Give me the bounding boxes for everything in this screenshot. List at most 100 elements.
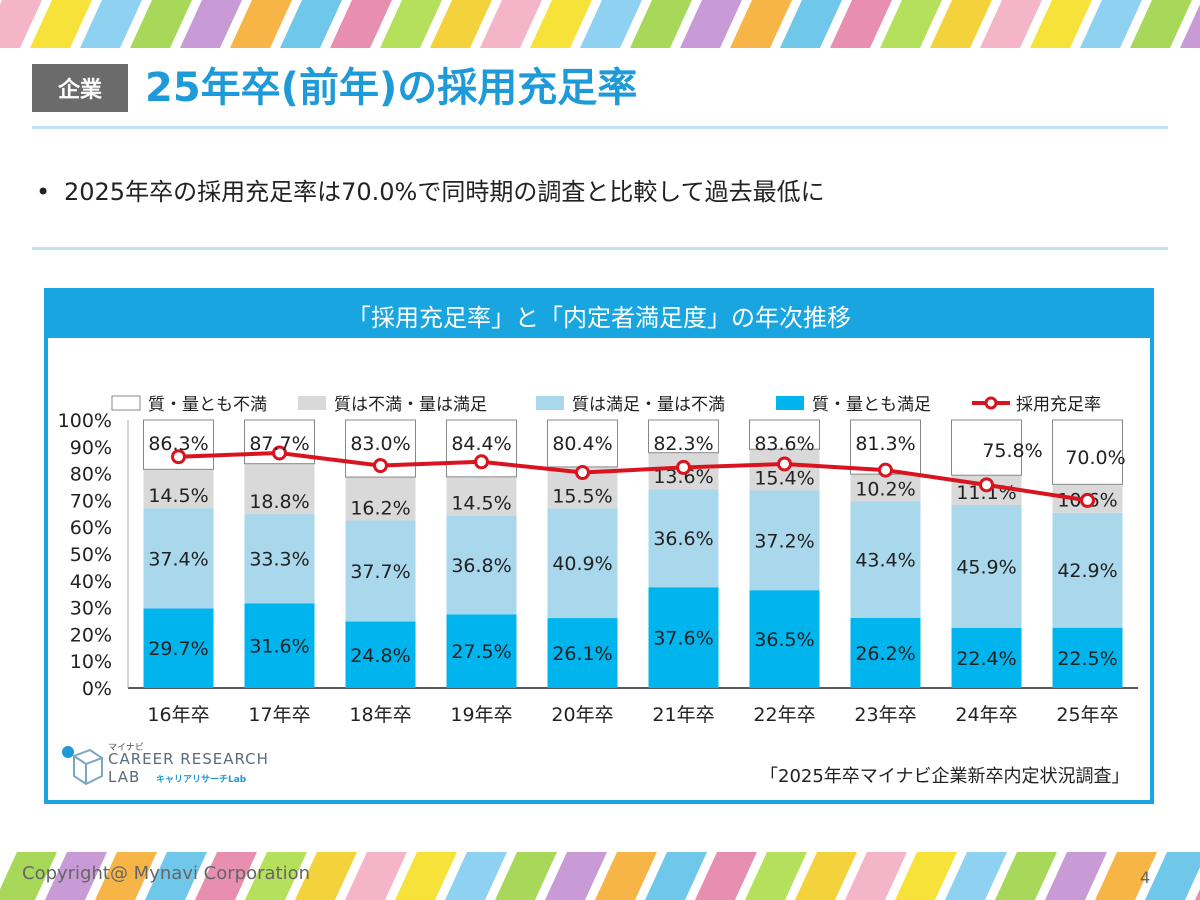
bullet-point: • 2025年卒の採用充足率は70.0%で同時期の調査と比較して過去最低に	[36, 172, 825, 207]
x-tick-label: 16年卒	[147, 704, 209, 726]
stripe-shape	[280, 0, 342, 48]
bullet-marker: •	[36, 178, 51, 206]
line-value-label: 70.0%	[1065, 447, 1125, 469]
lab-logo-icon	[62, 746, 103, 786]
legend-line-marker	[984, 396, 998, 410]
stripe-shape	[1145, 852, 1200, 900]
y-tick-label: 10%	[70, 651, 112, 673]
stripe-shape	[145, 852, 207, 900]
bar-segment	[1052, 627, 1123, 688]
bar-segment	[850, 617, 921, 688]
chart-panel: 「採用充足率」と「内定者満足度」の年次推移 0% 10% 20% 30% 40% 50% 6…	[44, 288, 1154, 804]
stripe-shape	[895, 852, 957, 900]
chart-title: 「採用充足率」と「内定者満足度」の年次推移	[48, 292, 1150, 338]
stripe-shape	[680, 0, 742, 48]
legend-label: 採用充足率	[1016, 395, 1101, 415]
bar-segment	[850, 501, 921, 618]
bar-value-label: 43.4%	[855, 550, 915, 572]
stripe-shape	[630, 0, 692, 48]
legend-swatch	[111, 395, 141, 411]
line-value-label: 83.6%	[754, 433, 814, 455]
logo-line1: CAREER RESEARCH	[108, 750, 269, 768]
x-tick-label: 19年卒	[450, 704, 512, 726]
bar-segment	[446, 614, 517, 688]
stripe-shape	[245, 852, 307, 900]
category-tag: 企業	[32, 64, 128, 112]
bar-value-label: 13.6%	[653, 466, 713, 488]
bar-value-label: 31.6%	[249, 636, 309, 658]
bar-value-label: 40.9%	[552, 553, 612, 575]
bar-segment	[244, 603, 315, 688]
y-tick-label: 50%	[70, 544, 112, 566]
y-tick-label: 0%	[82, 678, 112, 700]
stripe-shape	[480, 0, 542, 48]
stripe-shape	[695, 852, 757, 900]
stripe-shape	[545, 852, 607, 900]
stripe-shape	[80, 0, 142, 48]
hiring-rate-point	[878, 462, 893, 478]
hiring-rate-point	[272, 445, 287, 461]
hiring-rate-point	[676, 459, 691, 475]
stripe-shape	[1130, 0, 1192, 48]
x-tick-label: 22年卒	[753, 704, 815, 726]
bar-value-label: 45.9%	[956, 556, 1016, 578]
stripe-shape	[880, 0, 942, 48]
title-divider	[32, 126, 1168, 129]
stripe-shape	[795, 852, 857, 900]
hiring-rate-point	[575, 465, 590, 481]
y-tick-label: 20%	[70, 624, 112, 646]
bar-value-label: 37.6%	[653, 628, 713, 650]
stripe-shape	[445, 852, 507, 900]
stripe-shape	[745, 852, 807, 900]
y-tick-label: 100%	[58, 410, 112, 432]
stripe-shape	[95, 852, 157, 900]
bar-segment	[547, 618, 618, 688]
bar-value-label: 26.2%	[855, 643, 915, 665]
stripe-shape	[230, 0, 292, 48]
bar-segment	[244, 514, 315, 604]
legend-swatch	[776, 396, 804, 410]
chart-source: 「2025年卒マイナビ企業新卒内定状況調査」	[760, 766, 1130, 787]
bar-value-label: 33.3%	[249, 549, 309, 571]
bar-segment	[446, 476, 517, 516]
bar-segment	[1052, 512, 1123, 628]
page-number: 4	[1140, 868, 1151, 887]
stripe-shape	[195, 852, 257, 900]
line-value-label: 82.3%	[653, 433, 713, 455]
bar-segment	[648, 489, 719, 588]
bar-value-label: 22.5%	[1057, 648, 1117, 670]
stripe-shape	[45, 852, 107, 900]
stacked-bar-chart: 0% 10% 20% 30% 40% 50% 60% 70% 80% 90% 100% 29.7% 37…	[58, 395, 1138, 726]
logo-small-text: マイナビ	[108, 743, 144, 753]
hiring-rate-point	[979, 477, 994, 493]
y-tick-label: 70%	[70, 490, 112, 512]
line-value-label: 75.8%	[982, 440, 1042, 462]
stripe-shape	[395, 852, 457, 900]
bar-value-label: 37.2%	[754, 530, 814, 552]
bar-value-label: 27.5%	[451, 641, 511, 663]
stripe-shape	[0, 852, 57, 900]
hiring-rate-point	[777, 456, 792, 472]
line-value-label: 81.3%	[855, 433, 915, 455]
stripe-shape	[295, 852, 357, 900]
stripe-shape	[980, 0, 1042, 48]
x-tick-label: 24年卒	[955, 704, 1017, 726]
bar-value-label: 36.5%	[754, 629, 814, 651]
bar-value-label: 36.8%	[451, 555, 511, 577]
copyright-text: Copyright@ Mynavi Corporation	[22, 863, 310, 884]
bar-value-label: 18.8%	[249, 491, 309, 513]
stripe-shape	[0, 0, 42, 48]
bar-segment	[547, 508, 618, 619]
line-value-label: 87.7%	[249, 433, 309, 455]
hiring-rate-point	[171, 449, 186, 465]
legend-label: 質は満足・量は不満	[572, 395, 725, 415]
bar-value-label: 24.8%	[350, 645, 410, 667]
y-tick-label: 40%	[70, 571, 112, 593]
stripe-shape	[645, 852, 707, 900]
bar-segment	[345, 621, 416, 688]
bar-segment	[345, 520, 416, 622]
line-value-label: 83.0%	[350, 433, 410, 455]
stripe-shape	[1095, 852, 1157, 900]
bar-value-label: 15.5%	[552, 485, 612, 507]
stripe-shape	[345, 852, 407, 900]
